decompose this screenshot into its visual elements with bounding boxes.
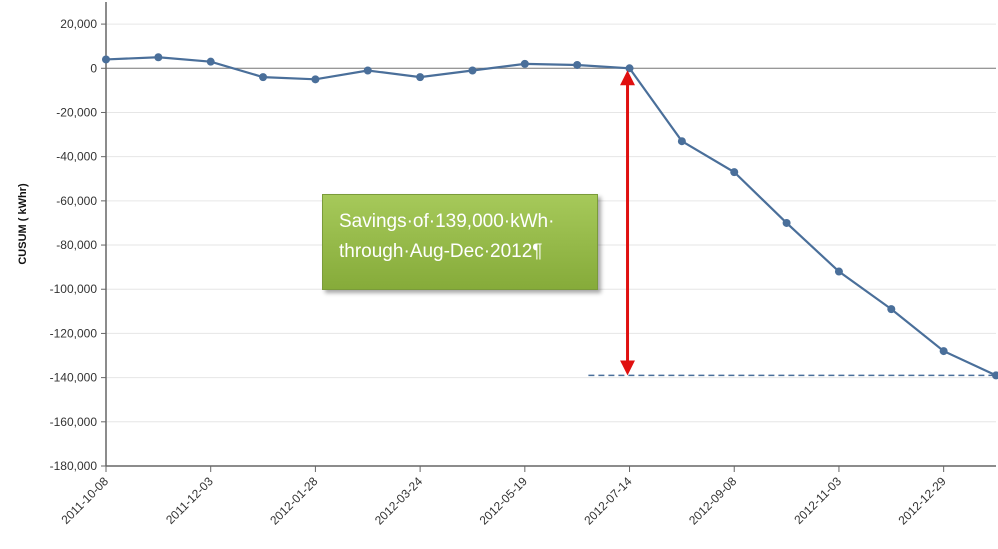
data-point [677, 137, 686, 146]
y-tick-label: -20,000 [56, 105, 97, 119]
x-tick-label: 2011-10-08 [58, 474, 111, 527]
y-axis-label: CUSUM ( kWhr) [17, 183, 29, 265]
data-point [992, 371, 998, 380]
data-point [102, 55, 110, 64]
y-tick-label: -180,000 [50, 459, 98, 473]
x-tick-label: 2012-11-03 [791, 474, 844, 527]
data-point [887, 305, 896, 314]
y-tick-labels: 20,000 0 -20,000 -40,000 -60,000 -80,000 -100,… [50, 17, 98, 473]
x-tick-label: 2012-12-29 [895, 474, 949, 528]
data-point [730, 168, 739, 177]
data-point [468, 66, 477, 75]
data-point [573, 60, 582, 69]
y-tick-label: 0 [90, 61, 97, 75]
y-tick-label: -140,000 [50, 371, 98, 385]
x-tick-label: 2012-09-08 [686, 474, 740, 528]
data-point [520, 59, 529, 68]
x-tick-labels: 2011-10-08 2011-12-03 2012-01-28 2012-03-24… [58, 474, 949, 528]
y-tick-label: -160,000 [50, 415, 98, 429]
x-tick-label: 2012-01-28 [267, 474, 321, 528]
data-point [782, 218, 791, 227]
y-tick-label: 20,000 [60, 17, 97, 31]
series-layer [102, 53, 998, 380]
data-point [206, 57, 215, 66]
data-point [363, 66, 372, 75]
y-tick-label: -80,000 [56, 238, 97, 252]
y-tick-label: -40,000 [56, 150, 97, 164]
data-point [259, 73, 268, 82]
x-tick-label: 2012-05-19 [477, 474, 531, 528]
data-point [625, 64, 634, 73]
data-point [939, 347, 948, 356]
y-tick-label: -100,000 [50, 282, 98, 296]
data-point [416, 73, 425, 82]
callout-line-2: through·Aug-Dec·2012¶ [339, 241, 543, 262]
data-point [834, 267, 843, 276]
data-point [154, 53, 163, 62]
data-point [311, 75, 320, 84]
callout-line-1: Savings·of·139,000·kWh· [339, 211, 555, 232]
axes [101, 2, 996, 472]
series-line [105, 56, 997, 377]
x-tick-label: 2012-03-24 [372, 474, 426, 528]
y-tick-label: -120,000 [50, 326, 98, 340]
x-tick-label: 2011-12-03 [163, 474, 216, 527]
y-tick-label: -60,000 [56, 194, 97, 208]
savings-callout: Savings·of·139,000·kWh· through·Aug-Dec·… [322, 194, 598, 290]
x-tick-label: 2012-07-14 [581, 474, 635, 528]
